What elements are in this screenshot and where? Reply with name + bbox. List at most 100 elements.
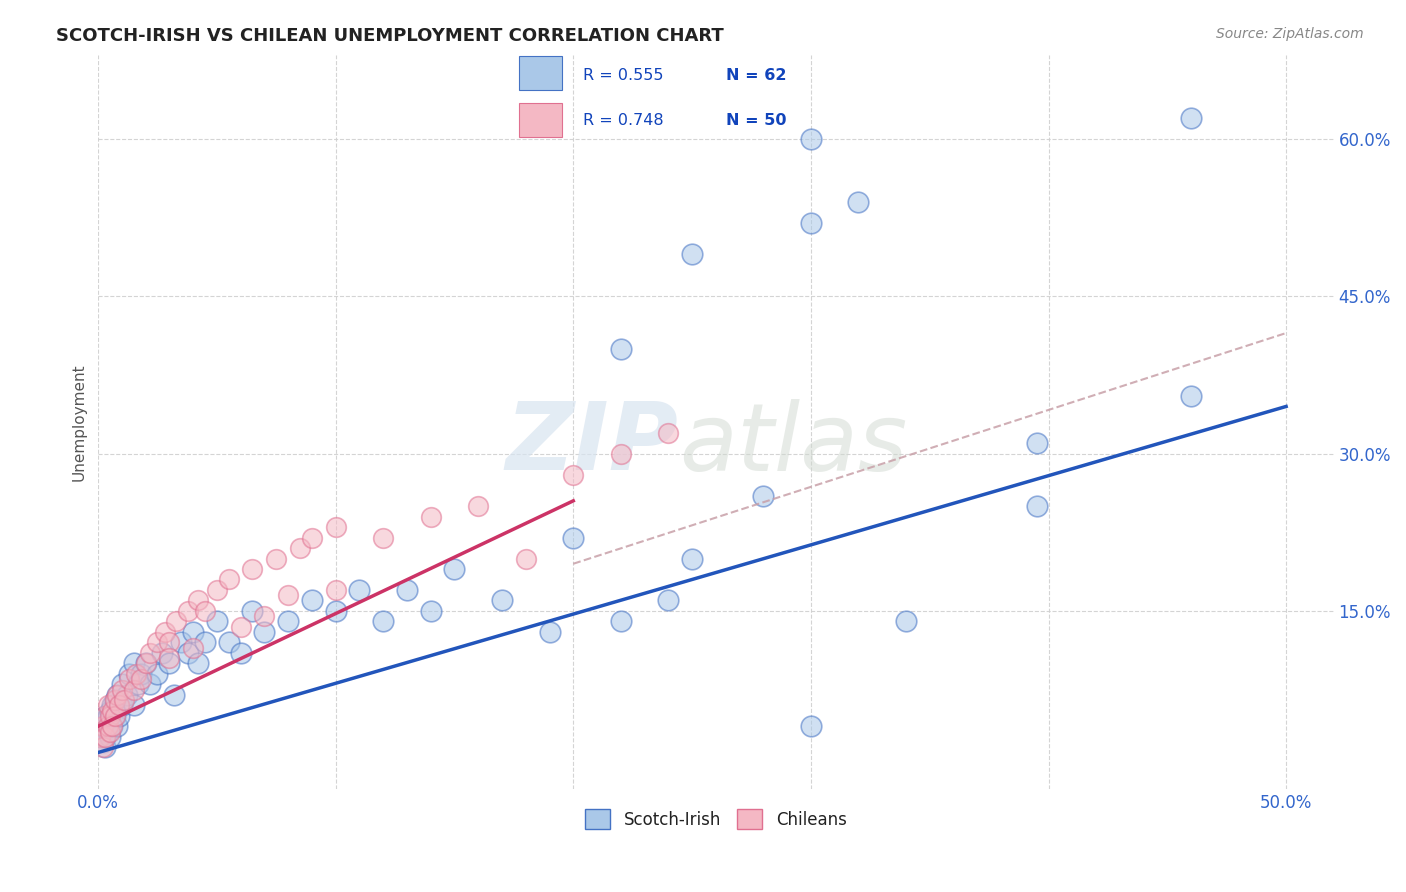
Point bbox=[94, 730, 117, 744]
Point bbox=[98, 708, 121, 723]
Point bbox=[157, 651, 180, 665]
Point bbox=[242, 604, 264, 618]
Point bbox=[177, 646, 200, 660]
Text: atlas: atlas bbox=[679, 399, 907, 490]
Text: ZIP: ZIP bbox=[506, 398, 679, 491]
Point bbox=[194, 635, 217, 649]
Text: Source: ZipAtlas.com: Source: ZipAtlas.com bbox=[1216, 27, 1364, 41]
Point bbox=[89, 730, 111, 744]
Point bbox=[146, 666, 169, 681]
Point bbox=[118, 672, 141, 686]
Text: R = 0.555: R = 0.555 bbox=[583, 68, 664, 83]
Point bbox=[91, 735, 114, 749]
Point bbox=[681, 551, 703, 566]
Point bbox=[91, 740, 114, 755]
Point bbox=[1180, 389, 1202, 403]
Point bbox=[94, 714, 117, 728]
Point bbox=[101, 719, 124, 733]
Point bbox=[129, 666, 152, 681]
FancyBboxPatch shape bbox=[519, 103, 562, 137]
Point bbox=[127, 677, 149, 691]
Point bbox=[610, 615, 633, 629]
Point bbox=[105, 719, 128, 733]
Point bbox=[108, 708, 131, 723]
Point bbox=[101, 704, 124, 718]
Point bbox=[104, 693, 127, 707]
Point bbox=[325, 582, 347, 597]
Point bbox=[115, 688, 138, 702]
Point bbox=[373, 531, 395, 545]
Point bbox=[111, 677, 134, 691]
Point bbox=[1025, 436, 1047, 450]
Y-axis label: Unemployment: Unemployment bbox=[72, 363, 86, 481]
Point bbox=[181, 624, 204, 639]
Point bbox=[242, 562, 264, 576]
Point bbox=[325, 520, 347, 534]
Point bbox=[104, 693, 127, 707]
Point bbox=[194, 604, 217, 618]
Point bbox=[135, 657, 157, 671]
Point bbox=[157, 635, 180, 649]
FancyBboxPatch shape bbox=[519, 56, 562, 90]
Point bbox=[467, 499, 489, 513]
Point bbox=[515, 551, 537, 566]
Point bbox=[139, 677, 162, 691]
Point bbox=[681, 247, 703, 261]
Point bbox=[150, 646, 173, 660]
Point bbox=[1025, 499, 1047, 513]
Point bbox=[229, 620, 252, 634]
Point bbox=[301, 531, 323, 545]
Point bbox=[170, 635, 193, 649]
Point bbox=[395, 582, 418, 597]
Point bbox=[96, 708, 118, 723]
Point bbox=[181, 640, 204, 655]
Point bbox=[205, 582, 228, 597]
Point bbox=[301, 593, 323, 607]
Point bbox=[104, 708, 127, 723]
Point bbox=[800, 132, 823, 146]
Point bbox=[105, 688, 128, 702]
Text: SCOTCH-IRISH VS CHILEAN UNEMPLOYMENT CORRELATION CHART: SCOTCH-IRISH VS CHILEAN UNEMPLOYMENT COR… bbox=[56, 27, 724, 45]
Point bbox=[752, 489, 775, 503]
Point bbox=[894, 615, 917, 629]
Point bbox=[153, 624, 176, 639]
Point bbox=[96, 698, 118, 713]
Point bbox=[101, 719, 124, 733]
Point bbox=[91, 719, 114, 733]
Point bbox=[94, 730, 117, 744]
Point bbox=[96, 719, 118, 733]
Point bbox=[800, 216, 823, 230]
Point bbox=[111, 682, 134, 697]
Point bbox=[104, 708, 127, 723]
Point bbox=[122, 698, 145, 713]
Text: N = 62: N = 62 bbox=[725, 68, 786, 83]
Point bbox=[373, 615, 395, 629]
Point bbox=[562, 531, 585, 545]
Point bbox=[139, 646, 162, 660]
Point bbox=[610, 447, 633, 461]
Point bbox=[253, 624, 276, 639]
Point bbox=[94, 740, 117, 755]
Point bbox=[253, 609, 276, 624]
Point bbox=[112, 693, 135, 707]
Point bbox=[1180, 111, 1202, 125]
Point bbox=[177, 604, 200, 618]
Point bbox=[125, 666, 148, 681]
Point bbox=[135, 657, 157, 671]
Point bbox=[111, 698, 134, 713]
Point bbox=[187, 657, 209, 671]
Point bbox=[105, 688, 128, 702]
Point bbox=[349, 582, 371, 597]
Point bbox=[848, 194, 870, 209]
Point bbox=[101, 698, 124, 713]
Point bbox=[94, 708, 117, 723]
Point bbox=[218, 635, 240, 649]
Point bbox=[229, 646, 252, 660]
Point bbox=[94, 708, 117, 723]
Point bbox=[91, 719, 114, 733]
Point bbox=[89, 730, 111, 744]
Point bbox=[800, 719, 823, 733]
Point bbox=[163, 688, 186, 702]
Point bbox=[146, 635, 169, 649]
Point bbox=[122, 657, 145, 671]
